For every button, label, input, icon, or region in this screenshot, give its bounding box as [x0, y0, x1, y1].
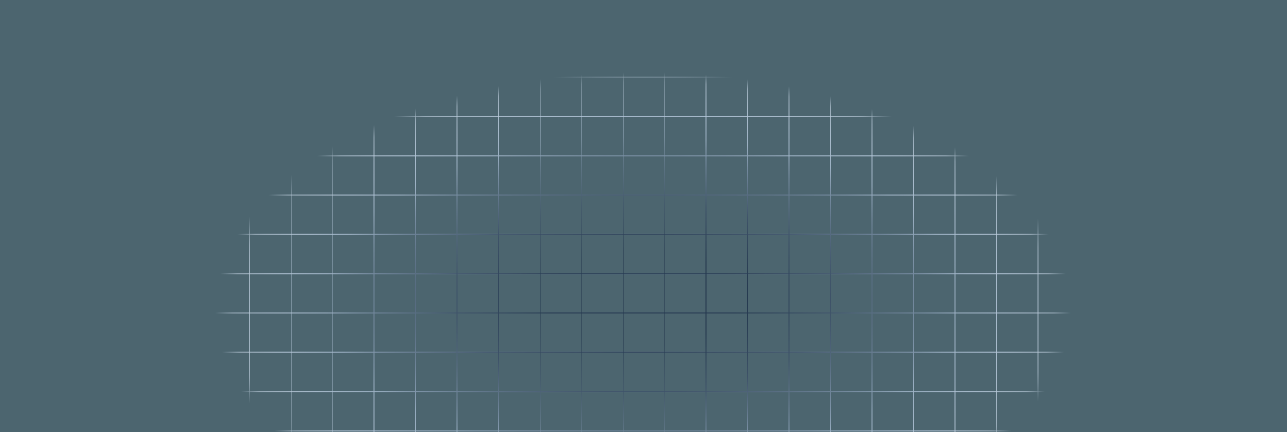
grid-lines-inner-dark — [0, 0, 1287, 432]
decorative-grid-backdrop — [0, 0, 1287, 432]
